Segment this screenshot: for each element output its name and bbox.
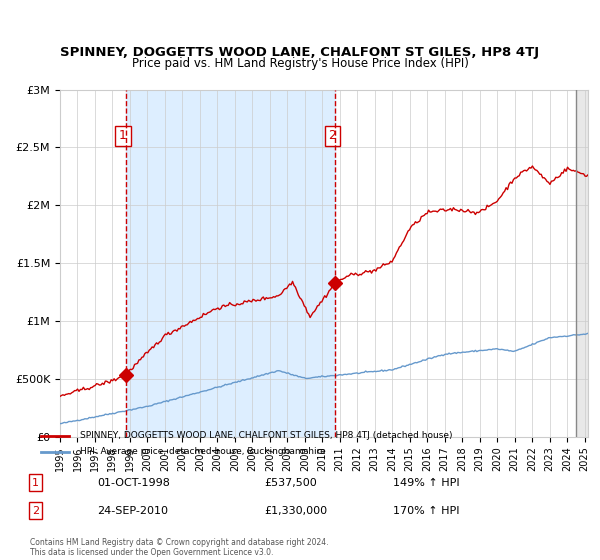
Text: SPINNEY, DOGGETTS WOOD LANE, CHALFONT ST GILES, HP8 4TJ (detached house): SPINNEY, DOGGETTS WOOD LANE, CHALFONT ST…	[80, 431, 453, 440]
Text: 149% ↑ HPI: 149% ↑ HPI	[392, 478, 460, 488]
Bar	[576, 90, 592, 437]
Text: 2: 2	[32, 506, 39, 516]
Text: £1,330,000: £1,330,000	[265, 506, 328, 516]
Text: 24-SEP-2010: 24-SEP-2010	[97, 506, 168, 516]
Bar	[125, 90, 335, 437]
Text: HPI: Average price, detached house, Buckinghamshire: HPI: Average price, detached house, Buck…	[80, 447, 326, 456]
Text: £537,500: £537,500	[265, 478, 317, 488]
Text: Price paid vs. HM Land Registry's House Price Index (HPI): Price paid vs. HM Land Registry's House …	[131, 57, 469, 70]
Text: 1: 1	[32, 478, 39, 488]
Text: 1: 1	[119, 129, 127, 142]
Text: SPINNEY, DOGGETTS WOOD LANE, CHALFONT ST GILES, HP8 4TJ: SPINNEY, DOGGETTS WOOD LANE, CHALFONT ST…	[61, 46, 539, 59]
Text: 01-OCT-1998: 01-OCT-1998	[97, 478, 170, 488]
Text: 2: 2	[328, 129, 336, 142]
Text: 170% ↑ HPI: 170% ↑ HPI	[392, 506, 459, 516]
Text: Contains HM Land Registry data © Crown copyright and database right 2024.
This d: Contains HM Land Registry data © Crown c…	[30, 538, 329, 557]
